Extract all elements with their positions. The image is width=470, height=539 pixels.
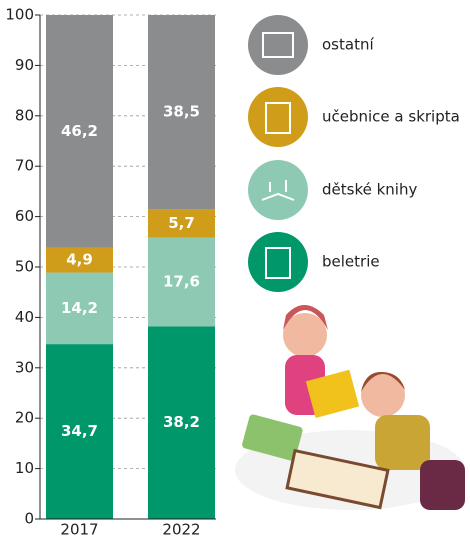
- legend-swatch: [248, 87, 308, 147]
- y-tick-label: 0: [24, 510, 34, 528]
- legend-label: dětské knihy: [322, 181, 417, 199]
- legend-label: ostatní: [322, 36, 374, 54]
- y-tick-label: 100: [5, 6, 34, 24]
- y-tick-label: 40: [15, 308, 34, 326]
- legend-swatch: [248, 160, 308, 220]
- y-tick-label: 30: [15, 358, 34, 376]
- chart: 0 10 20 30 40 50 60 70 80 90 100 34,7 14,2 4,9 46,2 201…: [0, 0, 470, 539]
- y-tick-label: 70: [15, 157, 34, 175]
- value-label: 46,2: [61, 122, 98, 140]
- illustration: [235, 305, 465, 510]
- legend-swatch: [248, 15, 308, 75]
- value-label: 17,6: [163, 273, 200, 291]
- y-tick-label: 50: [15, 258, 34, 276]
- value-label: 14,2: [61, 299, 98, 317]
- y-tick-label: 60: [15, 207, 34, 225]
- value-label: 34,7: [61, 422, 98, 440]
- y-tick-label: 10: [15, 459, 34, 477]
- value-label: 38,2: [163, 413, 200, 431]
- value-label: 4,9: [66, 251, 93, 269]
- x-tick-label: 2022: [162, 521, 200, 539]
- y-tick-label: 80: [15, 106, 34, 124]
- y-tick-label: 90: [15, 56, 34, 74]
- x-tick-label: 2017: [60, 521, 98, 539]
- value-label: 38,5: [163, 103, 200, 121]
- value-label: 5,7: [168, 214, 195, 232]
- legend-label: učebnice a skripta: [322, 108, 460, 126]
- y-tick-label: 20: [15, 409, 34, 427]
- legend-swatch: [248, 232, 308, 292]
- legend-label: beletrie: [322, 253, 380, 271]
